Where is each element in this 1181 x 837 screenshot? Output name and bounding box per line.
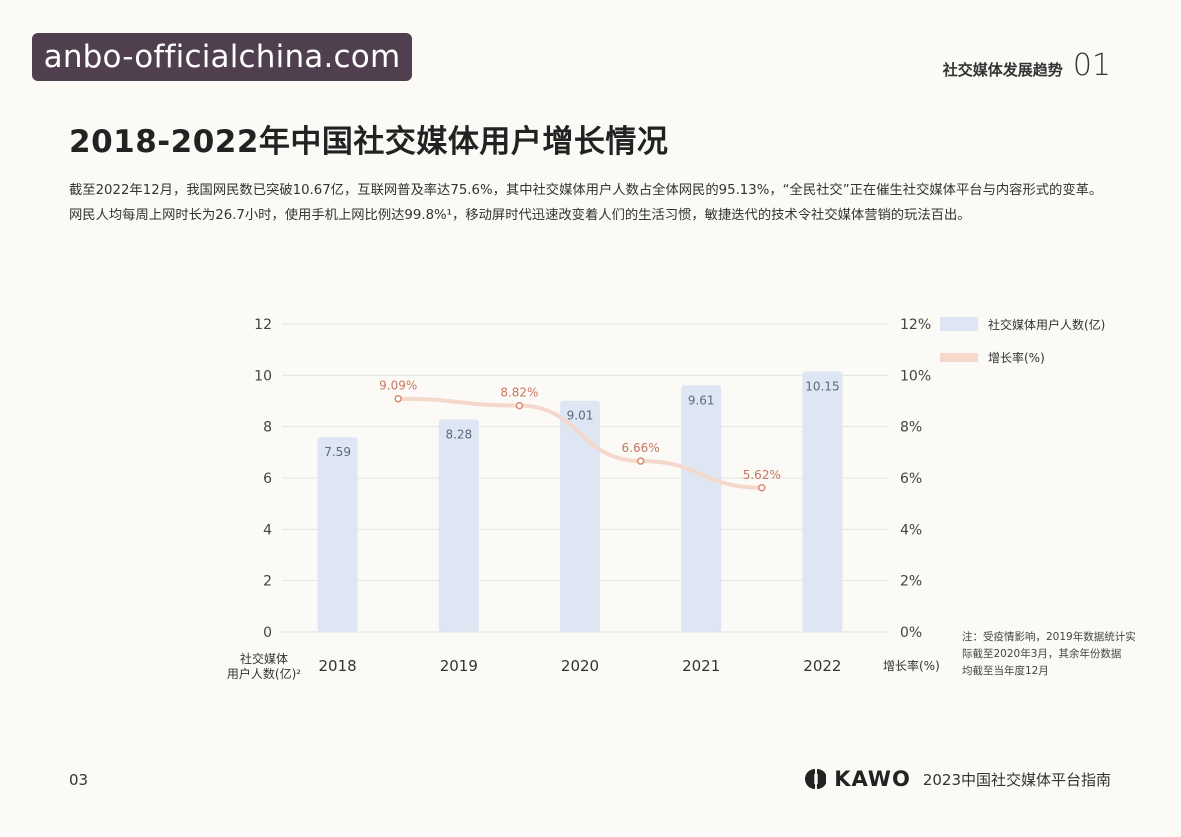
bar bbox=[560, 400, 600, 632]
watermark: anbo-officialchina.com bbox=[32, 33, 412, 81]
section-header: 社交媒体发展趋势 01 bbox=[943, 48, 1111, 83]
footer-brand: KAWO 2023中国社交媒体平台指南 bbox=[804, 767, 1111, 791]
legend-swatch-growth bbox=[940, 353, 978, 362]
growth-rate-label: 9.09% bbox=[379, 379, 417, 393]
x-tick-label: 2018 bbox=[319, 657, 357, 675]
bar-value-label: 10.15 bbox=[805, 379, 839, 393]
y-right-tick-label: 12% bbox=[900, 317, 931, 333]
growth-rate-label: 6.66% bbox=[622, 441, 660, 455]
y-left-tick-label: 4 bbox=[263, 522, 272, 538]
growth-rate-label: 8.82% bbox=[500, 386, 538, 400]
growth-rate-label: 5.62% bbox=[743, 468, 781, 482]
bar-value-label: 9.61 bbox=[688, 393, 715, 407]
bar-value-label: 9.01 bbox=[567, 409, 594, 423]
legend-swatch-users bbox=[940, 317, 978, 331]
y-right-tick-label: 2% bbox=[900, 574, 922, 590]
y-right-tick-label: 6% bbox=[900, 471, 922, 487]
y-left-tick-label: 10 bbox=[254, 368, 272, 384]
x-tick-label: 2020 bbox=[561, 657, 599, 675]
bar bbox=[802, 371, 843, 632]
y-right-tick-label: 10% bbox=[900, 368, 931, 384]
intro-paragraph: 截至2022年12月，我国网民数已突破10.67亿，互联网普及率达75.6%，其… bbox=[69, 183, 1103, 223]
y-left-tick-label: 8 bbox=[263, 420, 272, 436]
bar-value-label: 8.28 bbox=[445, 427, 472, 441]
x-tick-label: 2021 bbox=[682, 657, 720, 675]
section-title: 社交媒体发展趋势 bbox=[942, 61, 1063, 79]
y-left-tick-label: 6 bbox=[263, 471, 272, 487]
page-title: 2018-2022年中国社交媒体用户增长情况 bbox=[69, 124, 669, 160]
page-number: 03 bbox=[69, 771, 89, 789]
growth-rate-point bbox=[515, 401, 524, 410]
kawo-logo-icon bbox=[805, 769, 827, 789]
legend-label-users: 社交媒体用户人数(亿) bbox=[988, 317, 1105, 332]
footnote-line: 注：受疫情影响，2019年数据统计实 bbox=[962, 630, 1136, 643]
x-tick-label: 2019 bbox=[440, 657, 478, 675]
legend-label-growth: 增长率(%) bbox=[988, 350, 1045, 365]
x-tick-label: 2022 bbox=[803, 657, 841, 675]
growth-rate-point bbox=[636, 457, 645, 465]
y-left-tick-label: 2 bbox=[263, 574, 272, 590]
y-left-tick-label: 0 bbox=[263, 625, 272, 641]
y-left-tick-label: 12 bbox=[254, 317, 272, 333]
y-right-axis-title: 增长率(%) bbox=[883, 658, 940, 673]
y-right-tick-label: 8% bbox=[900, 420, 922, 436]
footnote-line: 际截至2020年3月，其余年份数据 bbox=[962, 647, 1122, 660]
report-title: 2023中国社交媒体平台指南 bbox=[922, 770, 1111, 789]
brand-name: KAWO bbox=[834, 767, 911, 791]
bar bbox=[317, 437, 358, 632]
growth-rate-point bbox=[758, 484, 766, 492]
section-number: 01 bbox=[1072, 48, 1111, 83]
bar bbox=[681, 385, 722, 632]
y-right-tick-label: 0% bbox=[900, 625, 922, 641]
growth-rate-line bbox=[396, 396, 764, 490]
y-left-axis-title: 社交媒体 bbox=[240, 651, 288, 666]
footnote-line: 均截至当年度12月 bbox=[962, 664, 1049, 677]
bar-value-label: 7.59 bbox=[324, 445, 351, 459]
bar bbox=[438, 419, 479, 632]
y-left-axis-title-line2: 用户人数(亿)² bbox=[227, 666, 301, 681]
growth-rate-point bbox=[394, 394, 402, 403]
y-right-tick-label: 4% bbox=[900, 522, 922, 538]
